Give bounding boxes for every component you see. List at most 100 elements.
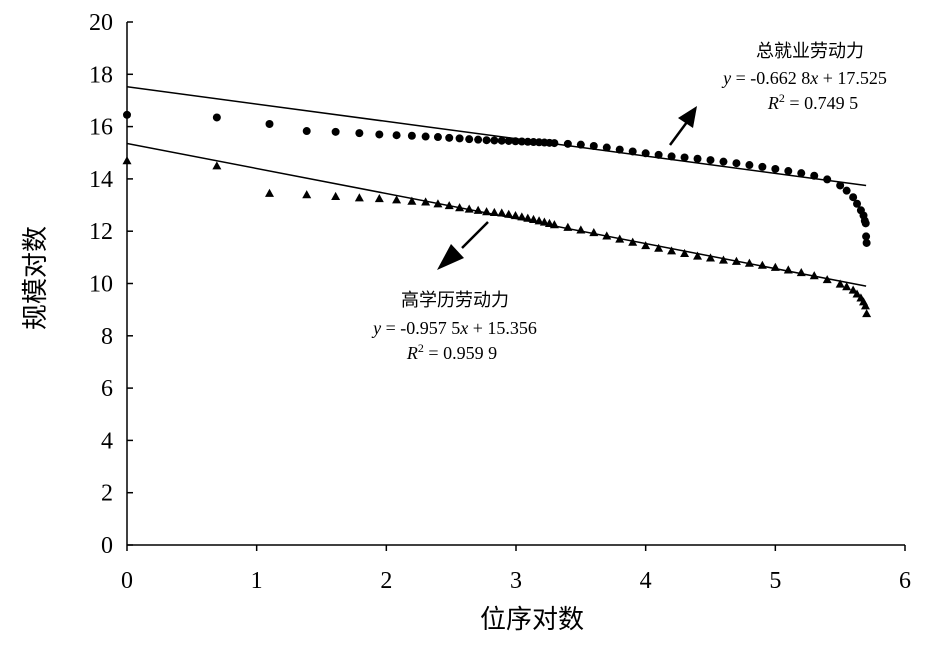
trendline-total (126, 85, 867, 187)
data-point-triangle (615, 234, 625, 243)
data-point-circle (862, 238, 871, 247)
data-point-triangle (589, 228, 599, 237)
data-point-triangle (265, 188, 275, 197)
r2-value: = 0.749 5 (785, 93, 858, 113)
data-point-circle (433, 133, 442, 142)
y-tick-label: 18 (89, 62, 113, 88)
y-tick-label: 2 (101, 481, 113, 507)
eq-y: y (371, 318, 381, 338)
data-point-circle (504, 136, 513, 145)
arrow-total-head (678, 106, 697, 128)
trendlines (126, 85, 867, 287)
r2-sup: 2 (418, 341, 424, 355)
data-point-circle (355, 129, 364, 138)
data-points (122, 110, 872, 318)
data-point-triangle (680, 248, 690, 258)
data-point-circle (375, 130, 384, 139)
data-point-circle (212, 113, 221, 122)
data-point-triangle (835, 279, 845, 288)
data-point-triangle (482, 207, 492, 216)
data-point-triangle (783, 265, 793, 274)
data-point-triangle (374, 194, 384, 203)
y-tick-label: 4 (101, 428, 113, 454)
data-point-circle (853, 199, 862, 208)
data-point-triangle (534, 216, 544, 225)
data-point-circle (445, 133, 454, 142)
data-point-circle (654, 150, 663, 159)
data-point-circle (680, 153, 689, 162)
data-point-circle (615, 145, 624, 154)
eq-slope: = -0.957 5 (381, 318, 460, 338)
data-point-triangle (421, 197, 431, 206)
data-point-triangle (392, 195, 402, 204)
data-point-triangle (628, 237, 638, 246)
x-tick-label: 1 (251, 568, 263, 594)
data-point-circle (823, 175, 832, 184)
data-point-triangle (654, 243, 664, 252)
eq-intercept: + 15.356 (468, 318, 537, 338)
data-point-triangle (862, 309, 872, 318)
data-point-triangle (770, 262, 780, 271)
data-point-circle (693, 154, 702, 163)
data-point-circle (602, 143, 611, 152)
data-point-triangle (641, 241, 651, 250)
data-point-triangle (718, 255, 728, 264)
data-point-circle (331, 127, 340, 136)
annotation-higher-r2: R2 = 0.959 9 (406, 341, 497, 363)
data-point-circle (576, 140, 585, 149)
data-point-circle (719, 157, 728, 166)
data-point-triangle (517, 212, 527, 221)
data-point-triangle (549, 220, 559, 229)
data-point-triangle (602, 231, 612, 240)
x-axis-title: 位序对数 (480, 605, 584, 635)
data-point-circle (589, 141, 598, 150)
data-point-triangle (848, 285, 858, 294)
data-point-triangle (455, 203, 465, 212)
data-point-circle (797, 169, 806, 178)
data-point-triangle (510, 211, 520, 220)
data-point-triangle (576, 225, 586, 234)
data-point-triangle (706, 253, 715, 262)
data-point-circle (836, 181, 845, 190)
data-point-circle (849, 193, 858, 202)
y-tick-label: 8 (101, 324, 113, 350)
data-point-triangle (504, 209, 514, 218)
x-tick-label: 0 (121, 568, 133, 594)
r2-sup: 2 (779, 91, 785, 105)
arrow-total-shaft (668, 121, 689, 146)
data-point-triangle (860, 301, 870, 310)
data-point-circle (862, 232, 871, 241)
x-tick-label: 3 (510, 568, 522, 594)
data-point-circle (517, 137, 526, 146)
data-point-circle (758, 162, 767, 171)
data-point-triangle (842, 282, 852, 291)
data-point-triangle (489, 207, 499, 216)
data-point-circle (497, 136, 506, 145)
series-total (123, 110, 871, 247)
data-point-circle (641, 149, 650, 158)
x-tick-label: 5 (769, 568, 781, 594)
data-point-circle (421, 132, 430, 141)
data-point-triangle (809, 271, 819, 280)
data-point-triangle (563, 222, 573, 231)
data-point-circle (861, 219, 870, 228)
data-point-circle (523, 137, 532, 146)
data-point-circle (732, 159, 741, 168)
data-point-circle (745, 161, 754, 170)
data-point-circle (628, 147, 637, 156)
data-point-triangle (444, 201, 454, 210)
x-tick-label: 6 (899, 568, 911, 594)
series-higher (122, 156, 872, 318)
data-point-triangle (667, 246, 677, 255)
y-tick-label: 0 (101, 533, 113, 559)
data-point-circle (123, 110, 131, 119)
data-point-circle (550, 139, 559, 148)
data-point-circle (842, 186, 851, 195)
eq-y: y (721, 68, 731, 88)
data-point-triangle (122, 156, 132, 165)
y-tick-label: 12 (89, 219, 113, 245)
annotation-total-r2: R2 = 0.749 5 (767, 91, 858, 113)
data-point-triangle (473, 205, 483, 214)
